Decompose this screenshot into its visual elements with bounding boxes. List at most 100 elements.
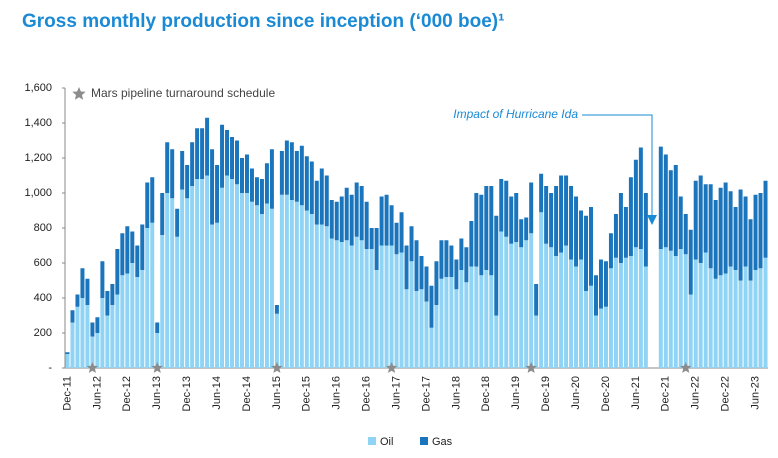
bar-segment — [424, 266, 429, 302]
bar-segment — [544, 243, 549, 368]
bar-segment — [743, 196, 748, 267]
bar-segment — [294, 151, 299, 202]
bar-segment — [314, 224, 319, 368]
bar-segment — [394, 254, 399, 368]
bar-segment — [603, 261, 608, 307]
bar-segment — [170, 149, 175, 199]
bar-segment — [459, 270, 464, 368]
bar-segment — [190, 186, 195, 368]
bar-segment — [703, 252, 708, 368]
bar-segment — [145, 228, 150, 368]
bar-segment — [200, 179, 205, 368]
bar-segment — [574, 266, 579, 368]
bar-segment — [743, 266, 748, 368]
bar-segment — [519, 247, 524, 368]
bar-segment — [135, 245, 140, 277]
bar-segment — [95, 317, 100, 333]
bar-segment — [200, 128, 205, 179]
x-tick-label: Jun-22 — [690, 376, 702, 410]
bar-segment — [673, 256, 678, 368]
bar-segment — [613, 214, 618, 258]
bar-segment — [130, 231, 135, 263]
bar-segment — [414, 291, 419, 368]
bar-segment — [339, 196, 344, 242]
bar-segment — [269, 149, 274, 209]
bar-segment — [170, 198, 175, 368]
bar-segment — [718, 275, 723, 368]
turnaround-marker — [680, 362, 692, 373]
bar-segment — [703, 184, 708, 253]
bar-segment — [369, 249, 374, 368]
bar-segment — [394, 222, 399, 255]
bar-segment — [205, 175, 210, 368]
bar-segment — [349, 194, 354, 246]
bar-segment — [384, 194, 389, 246]
bar-segment — [210, 149, 215, 225]
bar-segment — [329, 200, 334, 239]
bar-segment — [140, 224, 145, 270]
x-tick-label: Jun-18 — [450, 376, 462, 410]
x-tick-label: Jun-16 — [331, 376, 343, 410]
bar-segment — [579, 259, 584, 368]
bar-segment — [175, 236, 180, 368]
chart-title: Gross monthly production since inception… — [22, 11, 504, 32]
x-tick-label: Jun-19 — [510, 376, 522, 410]
x-tick-label: Jun-12 — [91, 376, 103, 410]
y-tick-label: 1,000 — [24, 187, 52, 199]
bar-segment — [284, 194, 289, 368]
bar-segment — [618, 193, 623, 263]
bar-segment — [698, 175, 703, 263]
bar-segment — [180, 189, 185, 368]
bar-segment — [449, 277, 454, 368]
bar-segment — [314, 180, 319, 225]
bar-segment — [399, 212, 404, 253]
bar-segment — [454, 289, 459, 368]
x-tick-label: Jun-15 — [271, 376, 283, 410]
bar-segment — [274, 305, 279, 314]
bar-segment — [70, 310, 75, 323]
bar-segment — [150, 222, 155, 368]
bar-segment — [339, 242, 344, 368]
bar-segment — [409, 226, 414, 262]
bar-segment — [424, 301, 429, 368]
bar-segment — [758, 193, 763, 269]
bar-segment — [564, 245, 569, 368]
bar-segment — [603, 306, 608, 368]
bar-segment — [753, 270, 758, 368]
x-tick-label: Dec-18 — [480, 376, 492, 411]
bar-segment — [529, 233, 534, 368]
bar-segment — [534, 315, 539, 368]
bar-segment — [274, 313, 279, 368]
bar-segment — [549, 247, 554, 368]
bar-segment — [379, 196, 384, 246]
bar-segment — [165, 193, 170, 368]
bar-segment — [65, 354, 70, 368]
bar-segment — [574, 196, 579, 267]
bar-segment — [763, 180, 768, 258]
bar-segment — [185, 165, 190, 199]
legend-swatch — [420, 437, 428, 445]
bar-segment — [598, 259, 603, 309]
bar-segment — [708, 184, 713, 269]
bar-segment — [165, 142, 170, 193]
x-tick-label: Dec-21 — [660, 376, 672, 411]
bar-segment — [190, 142, 195, 186]
bar-segment — [150, 177, 155, 223]
bar-segment — [384, 245, 389, 368]
bar-segment — [673, 165, 678, 256]
bar-segment — [175, 208, 180, 237]
bar-segment — [284, 140, 289, 195]
bar-segment — [514, 242, 519, 368]
x-tick-label: Dec-16 — [361, 376, 373, 411]
bar-segment — [439, 240, 444, 279]
bar-segment — [429, 285, 434, 328]
bar-segment — [668, 170, 673, 251]
bar-segment — [479, 275, 484, 368]
x-tick-label: Jun-14 — [211, 376, 223, 410]
x-tick-label: Dec-17 — [420, 376, 432, 411]
bar-segment — [120, 275, 125, 368]
bar-segment — [364, 249, 369, 368]
bar-segment — [409, 261, 414, 368]
x-tick-label: Dec-22 — [720, 376, 732, 411]
y-tick-label: 1,200 — [24, 152, 52, 164]
